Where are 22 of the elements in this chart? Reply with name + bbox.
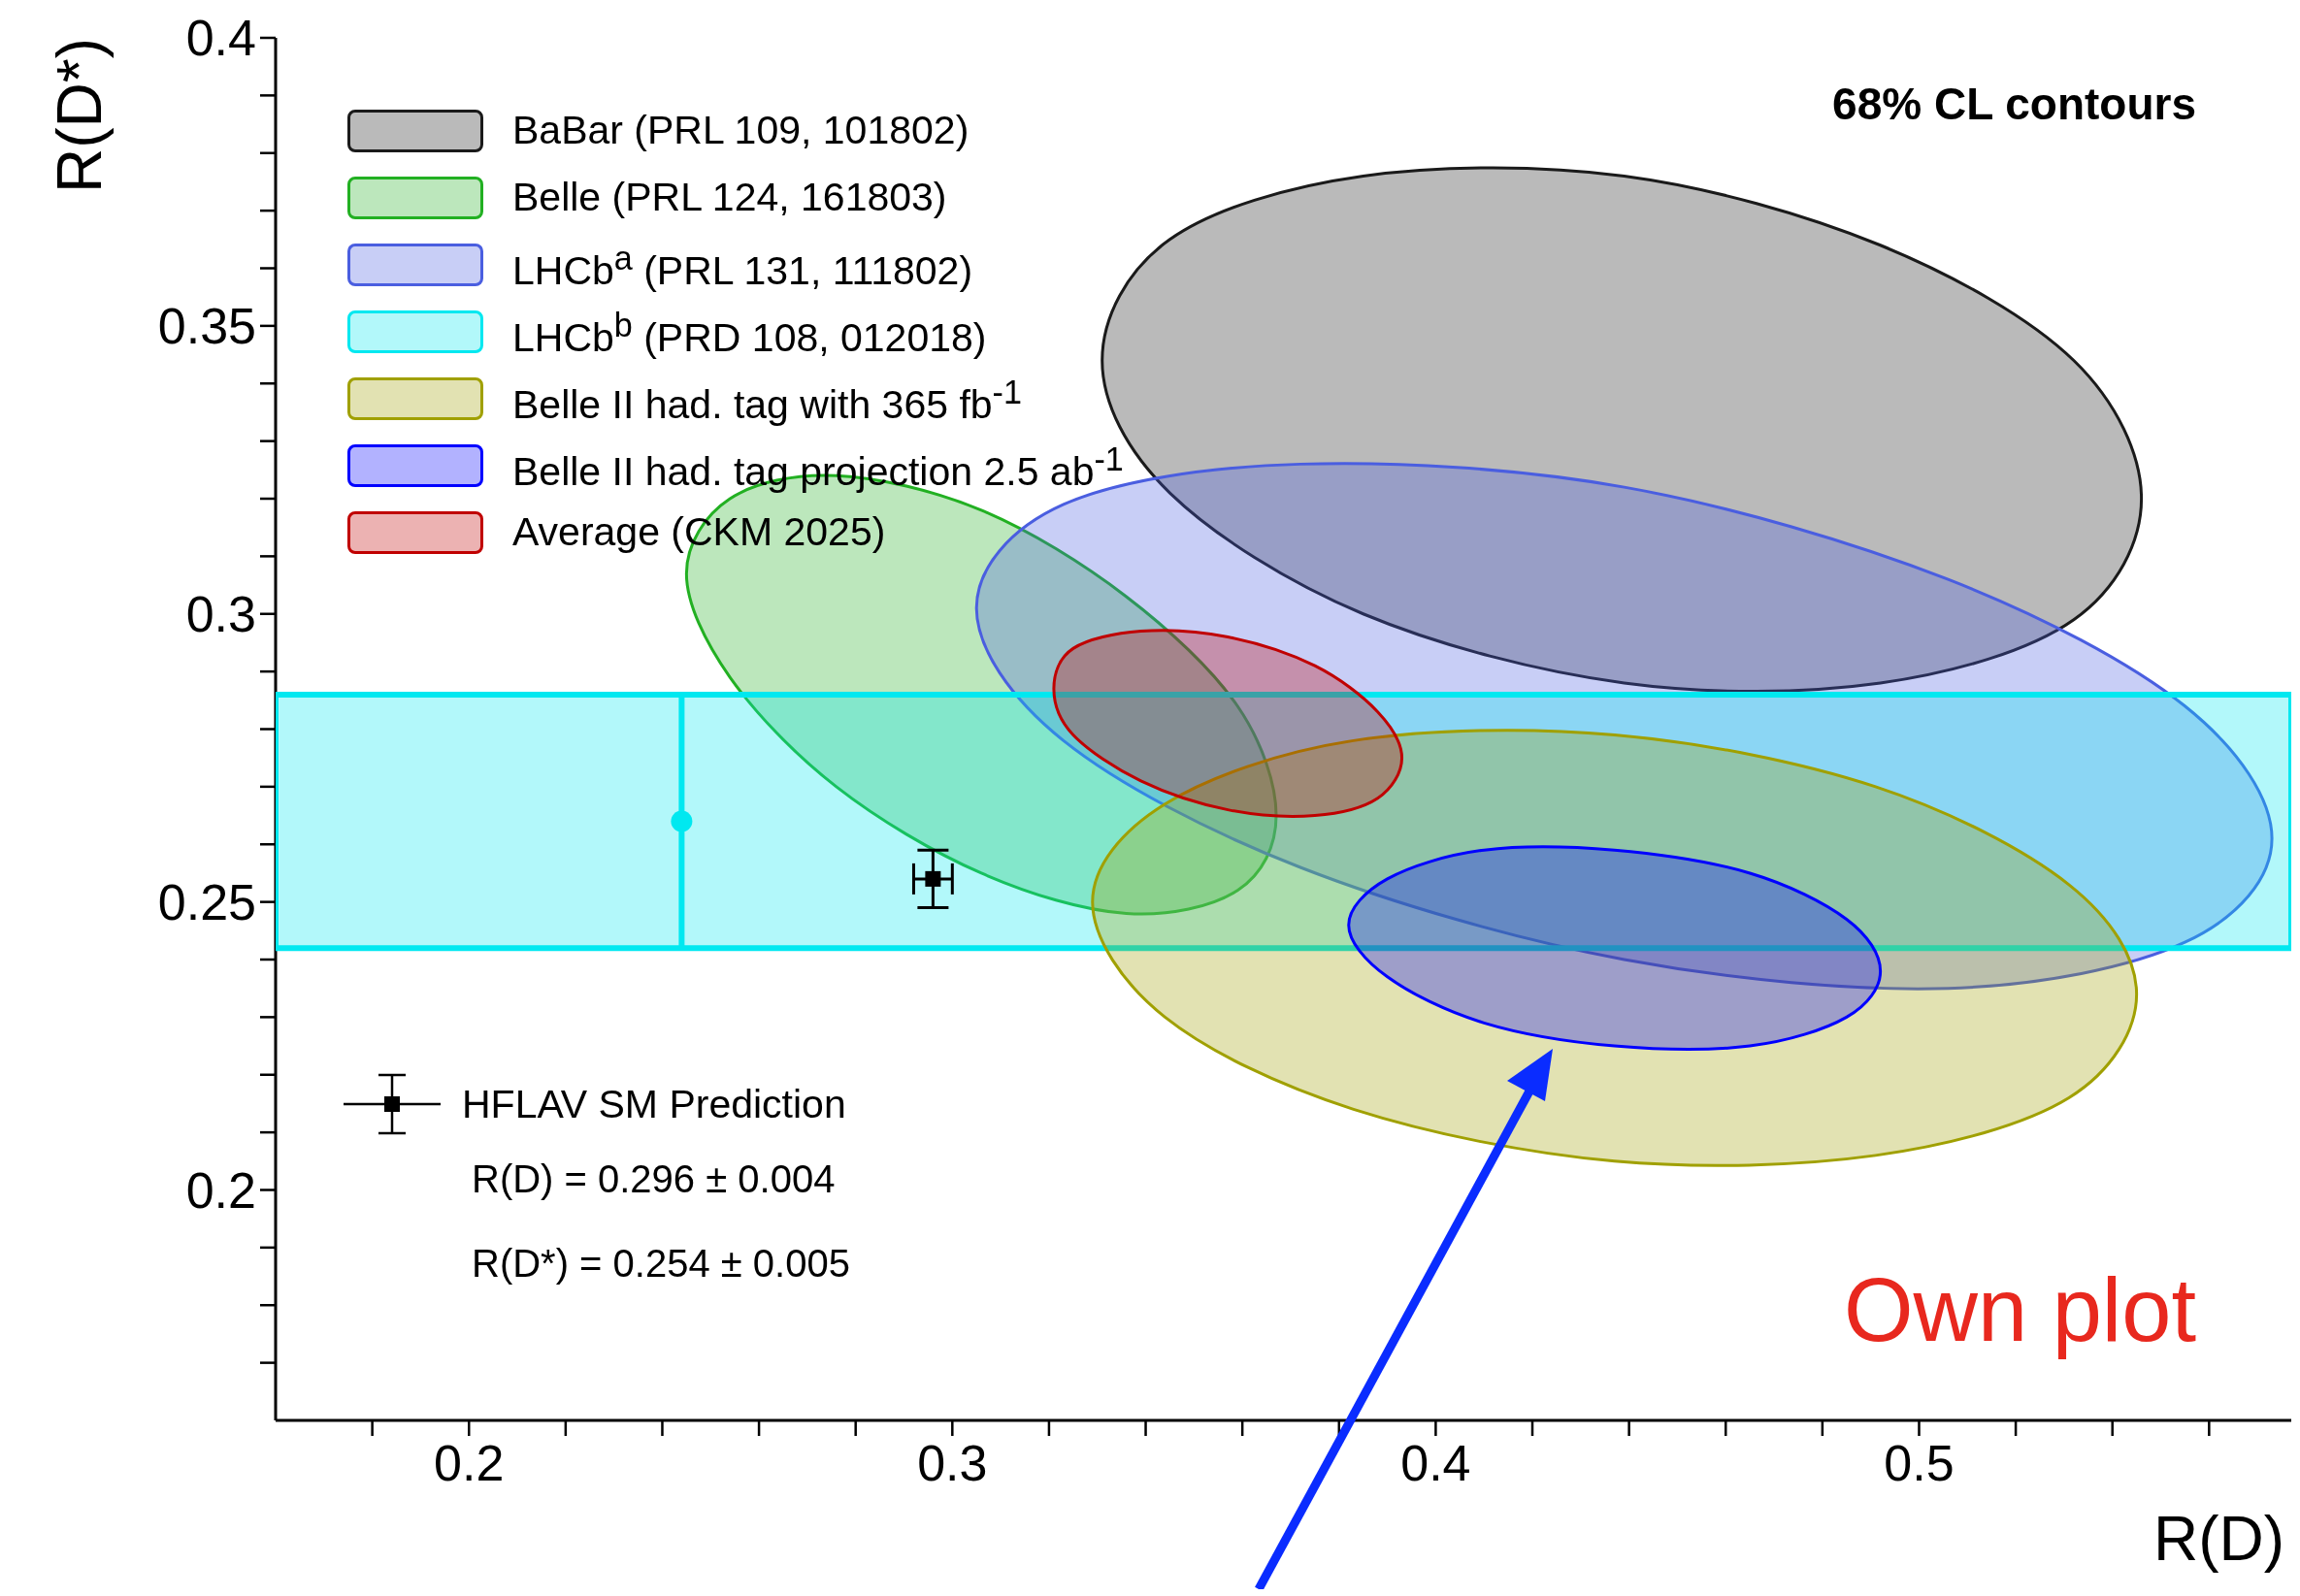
y-tick-label: 0.25 (157, 873, 256, 930)
legend-label: LHCb$^{a}$ (PRL 131, 111802) (512, 238, 973, 295)
annotation: Own plot (1843, 1260, 2196, 1359)
legend-label: Belle (PRL 124, 161803) (512, 174, 947, 221)
legend-label: Belle II had. tag projection 2.5 ab$^{-1}$ (512, 439, 1124, 496)
x-tick-label: 0.4 (1400, 1435, 1471, 1491)
x-tick-label: 0.3 (917, 1435, 988, 1491)
y-tick-label: 0.35 (157, 298, 256, 355)
x-tick-label: 0.5 (1884, 1435, 1955, 1491)
annotation: R(D*) = 0.254 ± 0.005 (472, 1242, 850, 1285)
x-tick-label: 0.2 (434, 1435, 505, 1491)
legend-label: BaBar (PRL 109, 101802) (512, 107, 969, 154)
legend-label: Belle II had. tag with 365 fb$^{-1}$ (512, 372, 1022, 429)
legend-label: LHCb$^{b}$ (PRD 108, 012018) (512, 305, 987, 362)
x-axis-title: R(D) (2152, 1504, 2284, 1574)
y-tick-label: 0.3 (185, 585, 256, 642)
annotation: 68% CL contours (1832, 79, 2196, 129)
y-tick-label: 0.4 (185, 10, 256, 67)
y-tick-label: 0.2 (185, 1161, 256, 1219)
annotation: R(D) = 0.296 ± 0.004 (472, 1157, 836, 1200)
legend-label: HFLAV SM Prediction (462, 1081, 846, 1126)
y-axis-title: R(D*) (45, 38, 115, 193)
